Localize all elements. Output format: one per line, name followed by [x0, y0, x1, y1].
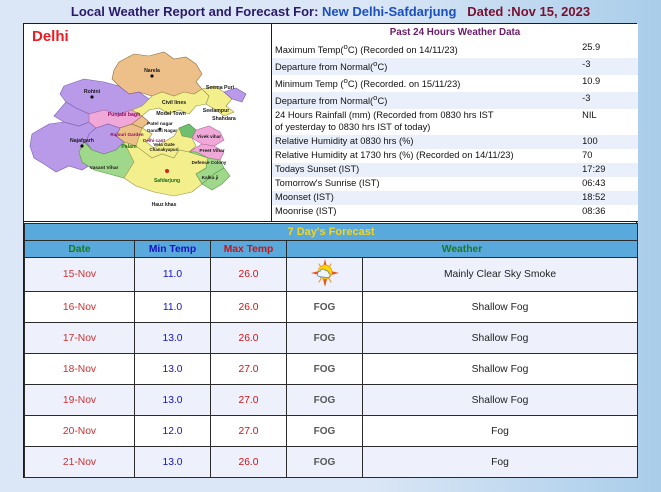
svg-text:Preet Vihar: Preet Vihar	[199, 148, 224, 154]
svg-text:Vasant Vihar: Vasant Vihar	[90, 165, 119, 171]
svg-text:Safdarjung: Safdarjung	[154, 178, 180, 184]
svg-text:Rajouri Garden: Rajouri Garden	[110, 132, 143, 137]
svg-text:Vivek vihar: Vivek vihar	[197, 134, 221, 139]
svg-text:Palam: Palam	[121, 144, 137, 150]
svg-text:Punjabi bagh: Punjabi bagh	[108, 112, 141, 118]
svg-text:Narela: Narela	[144, 68, 160, 74]
svg-text:Rohini: Rohini	[84, 89, 101, 95]
svg-text:Chanakyapuri: Chanakyapuri	[149, 147, 178, 152]
svg-text:Patel nagar: Patel nagar	[147, 121, 173, 127]
svg-text:Gandhi Nagar: Gandhi Nagar	[147, 128, 177, 133]
svg-text:Model Town: Model Town	[156, 111, 186, 117]
svg-text:Defence Colony: Defence Colony	[192, 160, 227, 165]
svg-text:Shahdara: Shahdara	[212, 116, 236, 122]
svg-text:Najafgarh: Najafgarh	[70, 138, 94, 144]
svg-text:Kalka ji: Kalka ji	[202, 175, 219, 181]
svg-text:Seema Puri: Seema Puri	[206, 85, 235, 91]
svg-text:Seelampur: Seelampur	[203, 108, 230, 114]
svg-text:Civil lines: Civil lines	[162, 100, 186, 106]
svg-text:Hauz khas: Hauz khas	[152, 202, 177, 208]
